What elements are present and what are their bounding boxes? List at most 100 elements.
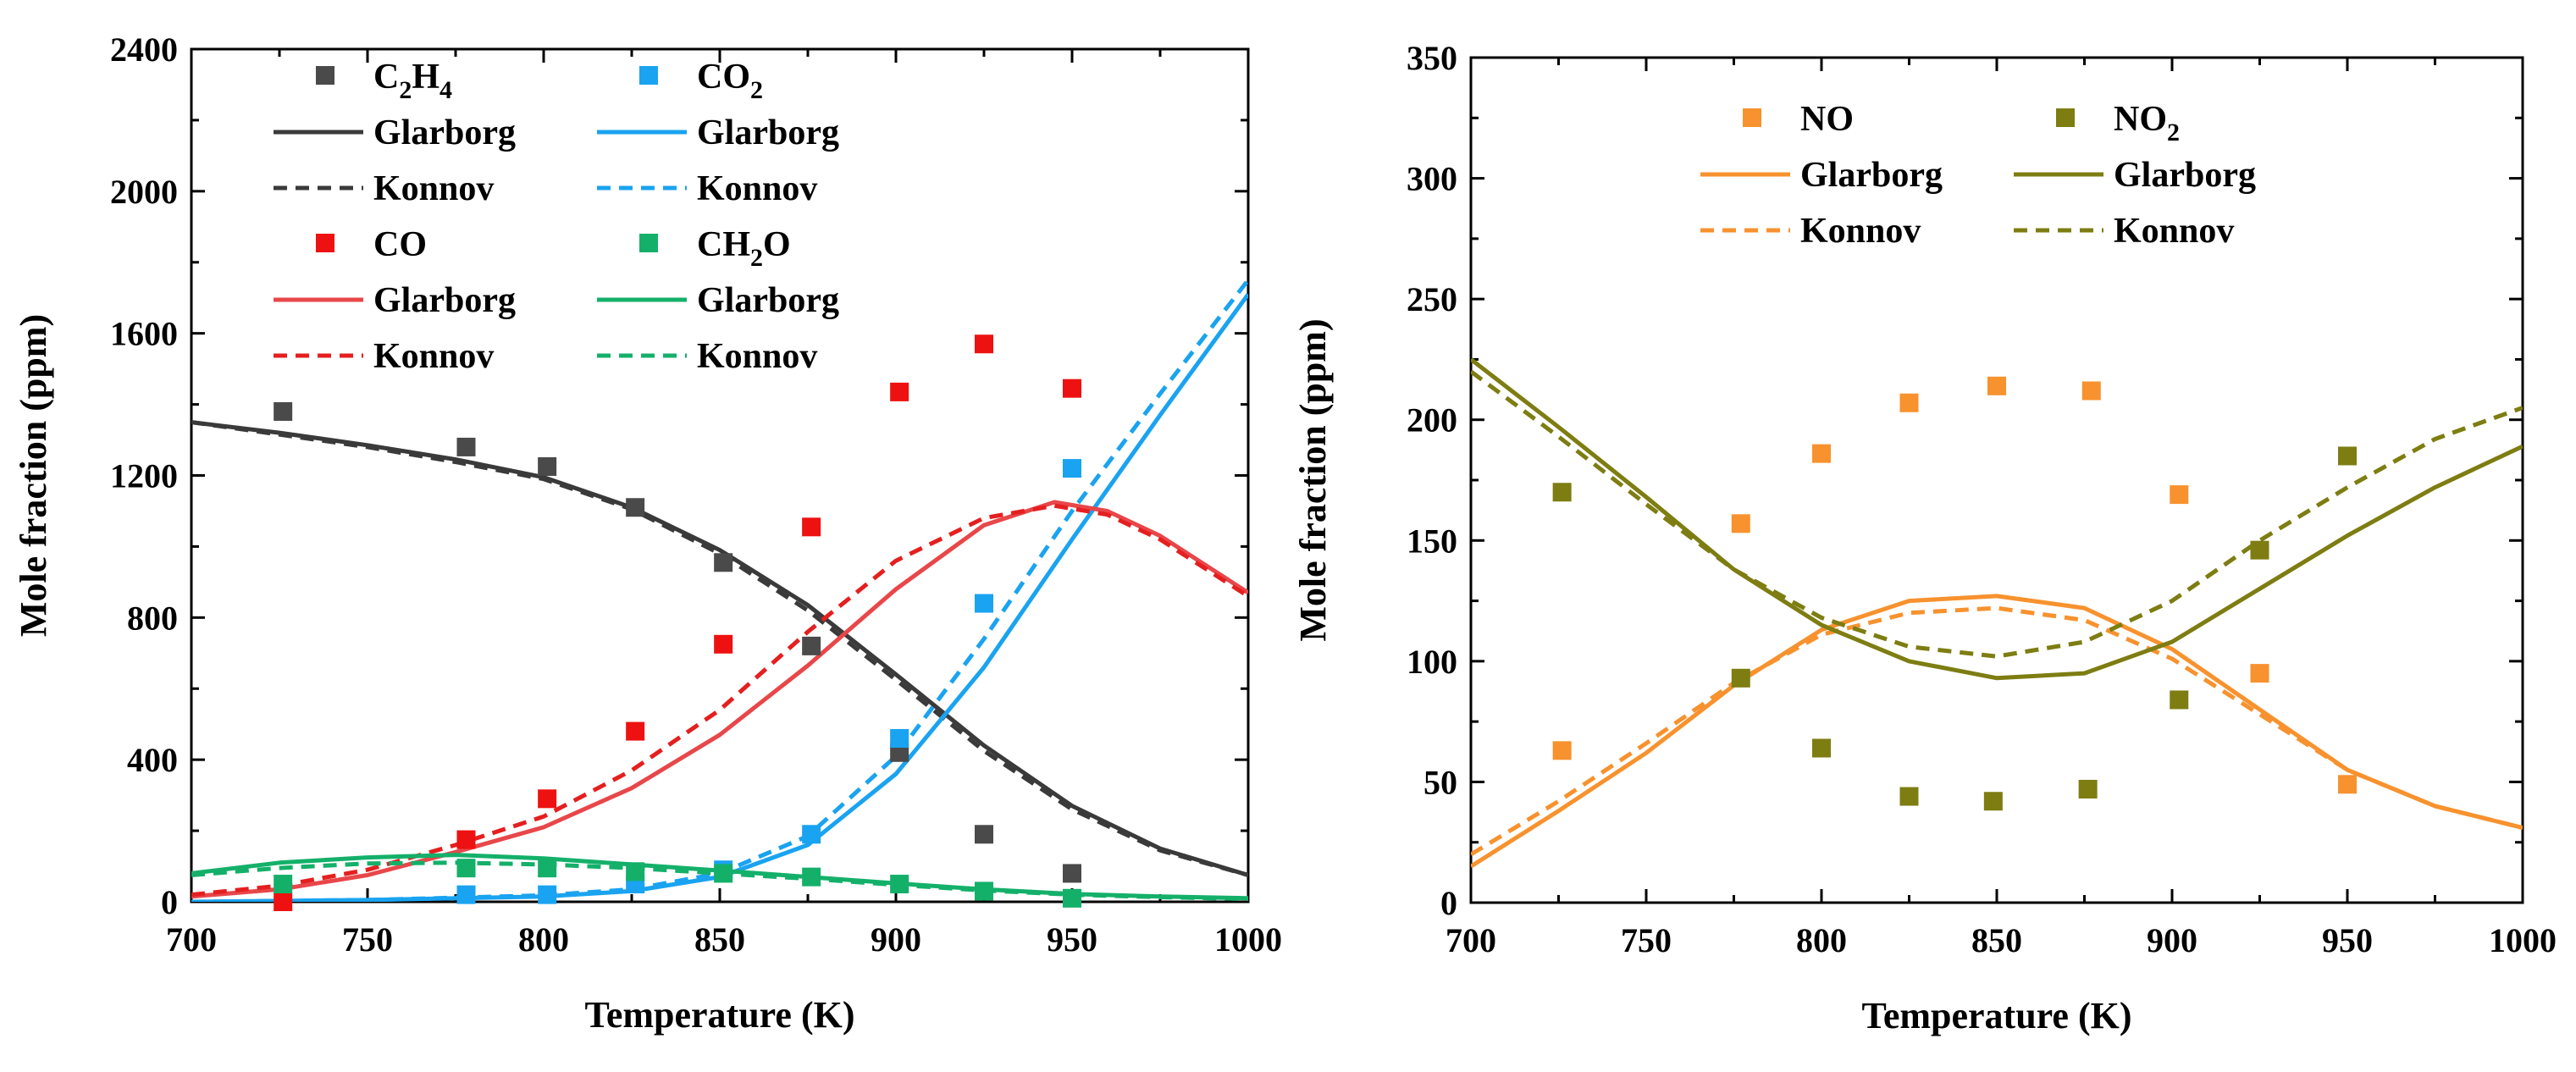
- legend-marker: [1743, 108, 1761, 127]
- data-point-no2-exp: [1812, 738, 1831, 758]
- x-tick-label: 800: [1796, 921, 1847, 959]
- data-point-co2-exp: [1063, 459, 1081, 478]
- y-tick-label: 100: [1407, 643, 1457, 681]
- legend-label: Konnov: [1800, 212, 1921, 251]
- legend-label: CH2O: [697, 225, 791, 272]
- data-point-co-exp: [626, 721, 645, 741]
- data-point-co-exp: [890, 382, 909, 401]
- x-axis-label: Temperature (K): [1862, 995, 2132, 1036]
- data-point-no2-exp: [1731, 668, 1750, 688]
- legend-marker: [316, 234, 334, 252]
- data-point-ch2o-exp: [538, 859, 557, 878]
- series-line-no2-glarborg: [1471, 357, 2523, 681]
- y-tick-label: 1600: [110, 315, 178, 353]
- series-line-no2-konnov: [1471, 369, 2523, 659]
- data-point-co-exp: [1063, 379, 1081, 398]
- data-point-ch2o-exp: [1063, 888, 1081, 908]
- data-point-c2h4-exp: [975, 825, 993, 844]
- data-point-ch2o-exp: [890, 875, 909, 894]
- data-point-co2-exp: [456, 885, 476, 904]
- data-point-ch2o-exp: [802, 867, 821, 887]
- y-tick-label: 400: [127, 741, 178, 779]
- legend-label: Konnov: [373, 337, 494, 376]
- x-tick-label: 800: [518, 920, 569, 959]
- x-tick-label: 850: [1971, 921, 2022, 959]
- data-point-no2-exp: [2170, 690, 2189, 710]
- data-point-no-exp: [1731, 514, 1750, 533]
- data-point-no2-exp: [1983, 792, 2003, 811]
- x-axis-label: Temperature (K): [585, 994, 855, 1036]
- legend-label: CO2: [697, 58, 763, 104]
- y-tick-label: 0: [1440, 884, 1457, 922]
- data-point-no2-exp: [2078, 779, 2098, 798]
- data-point-c2h4-exp: [456, 437, 476, 456]
- data-point-c2h4-exp: [274, 401, 293, 421]
- legend-label: Konnov: [697, 169, 817, 208]
- data-point-co-exp: [274, 892, 293, 911]
- data-point-no-exp: [2081, 381, 2101, 401]
- y-tick-label: 0: [161, 883, 178, 921]
- y-tick-label: 2000: [110, 173, 178, 211]
- legend-label: Glarborg: [373, 281, 516, 320]
- data-point-c2h4-exp: [714, 553, 733, 572]
- data-point-c2h4-exp: [802, 636, 821, 655]
- data-point-ch2o-exp: [714, 864, 733, 883]
- data-point-ch2o-exp: [274, 875, 293, 894]
- series-line-no-konnov: [1471, 605, 2523, 857]
- data-point-co-exp: [538, 789, 557, 809]
- legend-marker: [639, 234, 658, 252]
- data-point-ch2o-exp: [626, 862, 645, 881]
- data-point-no-exp: [2250, 664, 2269, 683]
- y-tick-label: 800: [127, 599, 178, 637]
- y-tick-label: 350: [1407, 39, 1457, 77]
- y-tick-label: 150: [1407, 522, 1457, 560]
- y-axis-label: Mole fraction (ppm): [13, 314, 54, 637]
- x-tick-label: 1000: [2489, 921, 2557, 959]
- data-point-c2h4-exp: [1063, 864, 1081, 883]
- data-point-no-exp: [2170, 485, 2189, 505]
- data-point-no2-exp: [1552, 483, 1572, 502]
- legend-label: Glarborg: [373, 113, 516, 152]
- legend-label: NO2: [2114, 100, 2180, 146]
- y-tick-label: 300: [1407, 160, 1457, 198]
- data-point-no-exp: [2338, 775, 2357, 794]
- legend: NO Glarborg Konnov NO2 Glarborg Konnov: [1700, 100, 2256, 251]
- data-point-no2-exp: [2338, 446, 2357, 466]
- legend-label: Konnov: [697, 337, 817, 376]
- series-line-co-konnov: [191, 503, 1248, 898]
- data-point-no-exp: [1552, 741, 1572, 760]
- series-line-co-glarborg: [191, 500, 1248, 899]
- legend-label: Glarborg: [1800, 156, 1943, 195]
- legend-label: NO: [1800, 100, 1854, 139]
- data-point-no-exp: [1987, 376, 2006, 395]
- legend-label: Konnov: [373, 169, 494, 208]
- data-point-co-exp: [802, 517, 821, 537]
- x-tick-label: 750: [342, 920, 393, 959]
- y-tick-label: 200: [1407, 401, 1457, 439]
- x-tick-label: 950: [2322, 921, 2373, 959]
- data-point-no2-exp: [2250, 540, 2269, 560]
- chart-right-no-no2: 700 750 800 850 900 950 1000 0 50 100 150 200 250 300…: [1292, 39, 2557, 1036]
- y-tick-label: 250: [1407, 280, 1457, 318]
- data-point-ch2o-exp: [975, 881, 993, 901]
- y-tick-label: 1200: [110, 457, 178, 495]
- series-line-co2-glarborg: [191, 293, 1248, 902]
- chart-left-c2h4-co-co2-ch2o: 700 750 800 850 900 950 1000 0 400 800 1200 1600 200…: [13, 30, 1282, 1036]
- data-point-co-exp: [714, 634, 733, 654]
- y-tick-label: 50: [1423, 763, 1457, 801]
- x-tick-label: 700: [1446, 921, 1496, 959]
- data-point-no2-exp: [1899, 787, 1919, 806]
- data-point-c2h4-exp: [890, 743, 909, 762]
- data-point-no-exp: [1899, 393, 1919, 412]
- series-line-c2h4-konnov: [191, 420, 1248, 877]
- x-tick-label: 1000: [1214, 920, 1282, 959]
- x-tick-label: 850: [694, 920, 745, 959]
- x-tick-label: 950: [1047, 920, 1097, 959]
- x-tick-label: 700: [166, 920, 217, 959]
- x-tick-label: 900: [2147, 921, 2197, 959]
- legend-label: Konnov: [2114, 212, 2234, 251]
- data-point-c2h4-exp: [626, 498, 645, 517]
- data-point-c2h4-exp: [538, 457, 557, 477]
- y-tick-label: 2400: [110, 30, 178, 69]
